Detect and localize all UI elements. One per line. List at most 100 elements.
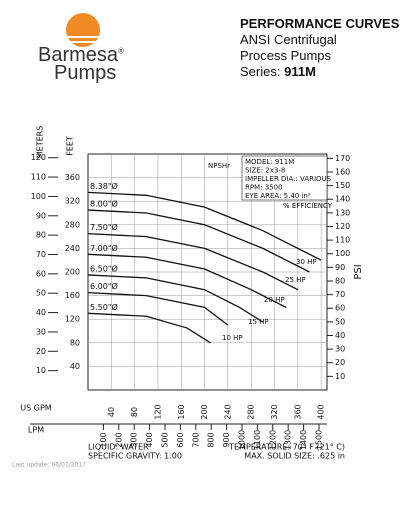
legend-label: 8.38"Ø xyxy=(90,181,118,191)
meters-tick-label: 20 xyxy=(36,347,46,356)
x-axis-label: US GPM xyxy=(20,404,52,413)
y-tick-label: 40 xyxy=(70,362,80,371)
logo-icon xyxy=(63,13,103,47)
annotation: 25 HP xyxy=(285,276,306,284)
y2-tick-label: 80 xyxy=(335,276,345,285)
x2-tick-label: 1200 xyxy=(268,430,277,450)
x2-tick-label: 800 xyxy=(207,432,216,447)
y2-tick-label: 90 xyxy=(335,263,345,272)
meters-tick-label: 40 xyxy=(36,308,46,317)
x-tick-label: 80 xyxy=(130,407,139,417)
y2-tick-label: 160 xyxy=(335,167,350,176)
info-line: EYE AREA: 5.40 in² xyxy=(245,192,311,200)
x2-tick-label: 1500 xyxy=(314,430,323,450)
gravity: SPECIFIC GRAVITY: 1.00 xyxy=(88,452,182,461)
info-line: MODEL: 911M xyxy=(245,158,294,166)
y2-tick-label: 150 xyxy=(335,181,350,190)
x2-tick-label: 1300 xyxy=(284,430,293,450)
legend-label: 6.00"Ø xyxy=(90,281,118,291)
x-tick-label: 160 xyxy=(177,404,186,419)
brand-reg: ® xyxy=(118,46,124,56)
subtitle: ANSI Centrifugal xyxy=(240,32,337,47)
y-tick-label: 80 xyxy=(70,338,80,347)
x2-tick-label: 500 xyxy=(160,432,169,447)
y-tick-label: 200 xyxy=(65,268,80,277)
legend-label: 7.00"Ø xyxy=(90,243,118,253)
y2-tick-label: 20 xyxy=(335,358,345,367)
subtitle: Process Pumps xyxy=(240,48,332,63)
x-tick-label: 200 xyxy=(200,404,209,419)
liquid: LIQUID: WATER xyxy=(88,443,149,452)
meters-tick-label: 50 xyxy=(36,289,46,298)
chart: Last update: 06/02/2017 LIQUID: WATER SP… xyxy=(12,126,364,469)
meters-tick-label: 60 xyxy=(36,269,46,278)
x2-tick-label: 400 xyxy=(145,432,154,447)
annotation: 30 HP xyxy=(296,258,317,266)
x-tick-label: 120 xyxy=(153,404,162,419)
impeller-curve xyxy=(87,191,322,261)
x2-tick-label: 200 xyxy=(114,432,123,447)
x-tick-label: 240 xyxy=(223,404,232,419)
meters-label: METERS xyxy=(36,126,45,159)
y2-tick-label: 140 xyxy=(335,195,350,204)
meters-tick-label: 70 xyxy=(36,250,46,259)
impeller-curve xyxy=(87,274,264,323)
meters-tick-label: 10 xyxy=(36,366,46,375)
y2-tick-label: 110 xyxy=(335,236,350,245)
x2-tick-label: 1100 xyxy=(253,430,262,450)
x2-tick-label: 100 xyxy=(99,432,108,447)
y-tick-label: 320 xyxy=(65,197,80,206)
y2-tick-label: 30 xyxy=(335,345,345,354)
y-tick-label: 360 xyxy=(65,173,80,182)
brand-name: Barmesa xyxy=(38,44,119,66)
y2-tick-label: 70 xyxy=(335,290,345,299)
annotation: 15 HP xyxy=(248,318,269,326)
y2-tick-label: 100 xyxy=(335,249,350,258)
meters-tick-label: 30 xyxy=(36,327,46,336)
y2-tick-label: 10 xyxy=(335,372,345,381)
y2-tick-label: 50 xyxy=(335,317,345,326)
impeller-curve xyxy=(87,253,287,308)
y2-tick-label: 60 xyxy=(335,304,345,313)
x-tick-label: 400 xyxy=(317,404,326,419)
y2-axis-label: PSI xyxy=(353,264,364,279)
y2-tick-label: 170 xyxy=(335,154,350,163)
x-tick-label: 280 xyxy=(247,404,256,419)
info-line: SIZE: 2x3-8 xyxy=(245,167,285,175)
annotation: NPSHr xyxy=(208,162,230,170)
y-axis-label: FEET xyxy=(66,136,75,156)
x2-tick-label: 1000 xyxy=(237,430,246,450)
legend-label: 7.50"Ø xyxy=(90,222,118,232)
y2-tick-label: 120 xyxy=(335,222,350,231)
impeller-curve xyxy=(87,209,310,273)
meters-tick-label: 100 xyxy=(31,192,46,201)
annotation: % EFFICIENCY xyxy=(283,202,333,210)
y-tick-label: 160 xyxy=(65,291,80,300)
title: PERFORMANCE CURVES xyxy=(240,16,400,31)
y-tick-label: 240 xyxy=(65,244,80,253)
y2-tick-label: 130 xyxy=(335,208,350,217)
x2-axis-label: LPM xyxy=(28,426,44,435)
legend-label: 8.00"Ø xyxy=(90,199,118,209)
info-box xyxy=(241,155,328,201)
brand-sub: Pumps xyxy=(54,62,117,84)
temperature: TEMPERATURE: 70° F (21° C) xyxy=(228,443,345,452)
updated: Last update: 06/02/2017 xyxy=(12,462,86,469)
y2-tick-label: 40 xyxy=(335,331,345,340)
x-tick-label: 360 xyxy=(293,404,302,419)
impeller-curve xyxy=(87,312,211,344)
legend-label: 5.50"Ø xyxy=(90,302,118,312)
solid-size: MAX. SOLID SIZE: .625 in xyxy=(244,452,345,461)
brand: Barmesa® xyxy=(38,44,124,67)
annotation: 20 HP xyxy=(264,296,285,304)
x-tick-label: 320 xyxy=(270,404,279,419)
x2-tick-label: 1400 xyxy=(299,430,308,450)
legend-label: 6.50"Ø xyxy=(90,263,118,273)
x2-tick-label: 600 xyxy=(176,432,185,447)
info-line: RPM: 3500 xyxy=(245,184,283,192)
x-tick-label: 40 xyxy=(107,407,116,417)
y-tick-label: 120 xyxy=(65,315,80,324)
meters-tick-label: 120 xyxy=(31,153,46,162)
x2-tick-label: 900 xyxy=(222,432,231,447)
